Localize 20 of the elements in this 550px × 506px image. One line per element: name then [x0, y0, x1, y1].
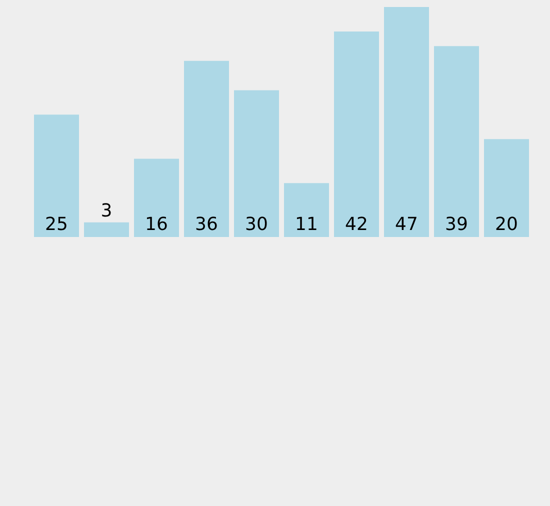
bar	[84, 222, 129, 237]
bar	[284, 183, 329, 237]
bar	[184, 60, 229, 237]
data-label: 3	[100, 200, 112, 222]
data-label: 25	[45, 214, 68, 235]
bar	[434, 46, 479, 237]
data-label: 11	[295, 214, 318, 235]
data-label: 39	[445, 214, 468, 235]
data-label: 30	[245, 214, 268, 235]
bar	[384, 7, 429, 237]
data-label: 16	[145, 214, 168, 235]
bar	[34, 114, 79, 237]
data-label: 36	[195, 214, 218, 235]
bar	[234, 90, 279, 237]
bar	[334, 31, 379, 237]
bar	[134, 158, 179, 237]
data-label: 42	[345, 214, 368, 235]
data-label: 47	[395, 214, 418, 235]
bar	[484, 139, 529, 237]
data-label: 20	[495, 214, 518, 235]
